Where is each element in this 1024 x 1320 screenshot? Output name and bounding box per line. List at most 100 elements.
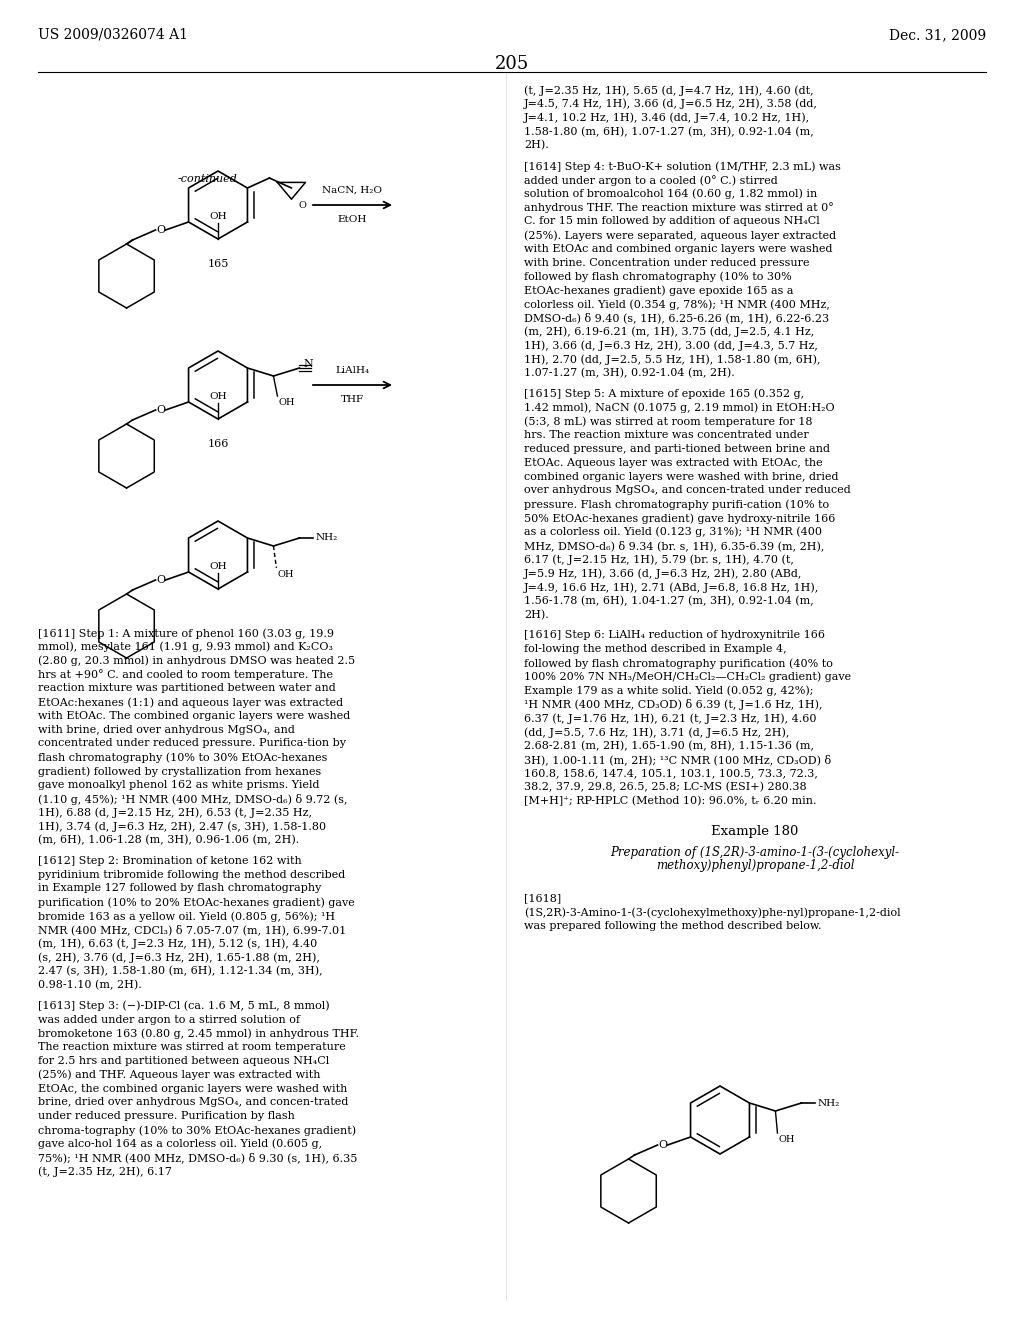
Text: combined organic layers were washed with brine, dried: combined organic layers were washed with… [524, 471, 839, 482]
Text: NH₂: NH₂ [315, 533, 338, 543]
Text: reduced pressure, and parti-tioned between brine and: reduced pressure, and parti-tioned betwe… [524, 444, 830, 454]
Text: 165: 165 [207, 259, 228, 269]
Text: O: O [298, 201, 306, 210]
Text: [M+H]⁺; RP-HPLC (Method 10): 96.0%, tᵣ 6.20 min.: [M+H]⁺; RP-HPLC (Method 10): 96.0%, tᵣ 6… [524, 796, 816, 807]
Text: [1614] Step 4: t-BuO-K+ solution (1M/THF, 2.3 mL) was: [1614] Step 4: t-BuO-K+ solution (1M/THF… [524, 161, 841, 172]
Text: over anhydrous MgSO₄, and concen-trated under reduced: over anhydrous MgSO₄, and concen-trated … [524, 486, 851, 495]
Text: OH: OH [209, 213, 226, 220]
Text: OH: OH [279, 399, 295, 407]
Text: pyridinium tribromide following the method described: pyridinium tribromide following the meth… [38, 870, 345, 879]
Text: 75%); ¹H NMR (400 MHz, DMSO-d₆) δ 9.30 (s, 1H), 6.35: 75%); ¹H NMR (400 MHz, DMSO-d₆) δ 9.30 (… [38, 1152, 357, 1163]
Text: 1.42 mmol), NaCN (0.1075 g, 2.19 mmol) in EtOH:H₂O: 1.42 mmol), NaCN (0.1075 g, 2.19 mmol) i… [524, 403, 835, 413]
Text: colorless oil. Yield (0.354 g, 78%); ¹H NMR (400 MHz,: colorless oil. Yield (0.354 g, 78%); ¹H … [524, 300, 829, 310]
Text: J=5.9 Hz, 1H), 3.66 (d, J=6.3 Hz, 2H), 2.80 (ABd,: J=5.9 Hz, 1H), 3.66 (d, J=6.3 Hz, 2H), 2… [524, 568, 803, 578]
Text: LiAlH₄: LiAlH₄ [336, 366, 370, 375]
Text: (25%). Layers were separated, aqueous layer extracted: (25%). Layers were separated, aqueous la… [524, 230, 837, 240]
Text: 1H), 3.74 (d, J=6.3 Hz, 2H), 2.47 (s, 3H), 1.58-1.80: 1H), 3.74 (d, J=6.3 Hz, 2H), 2.47 (s, 3H… [38, 821, 326, 832]
Text: with brine, dried over anhydrous MgSO₄, and: with brine, dried over anhydrous MgSO₄, … [38, 725, 295, 735]
Text: bromide 163 as a yellow oil. Yield (0.805 g, 56%); ¹H: bromide 163 as a yellow oil. Yield (0.80… [38, 911, 335, 921]
Text: gradient) followed by crystallization from hexanes: gradient) followed by crystallization fr… [38, 766, 322, 776]
Text: 2.47 (s, 3H), 1.58-1.80 (m, 6H), 1.12-1.34 (m, 3H),: 2.47 (s, 3H), 1.58-1.80 (m, 6H), 1.12-1.… [38, 966, 323, 977]
Text: THF: THF [341, 395, 365, 404]
Text: (1S,2R)-3-Amino-1-(3-(cyclohexylmethoxy)phe-nyl)propane-1,2-diol: (1S,2R)-3-Amino-1-(3-(cyclohexylmethoxy)… [524, 907, 901, 917]
Text: 1.07-1.27 (m, 3H), 0.92-1.04 (m, 2H).: 1.07-1.27 (m, 3H), 0.92-1.04 (m, 2H). [524, 368, 735, 379]
Text: concentrated under reduced pressure. Purifica-tion by: concentrated under reduced pressure. Pur… [38, 738, 346, 748]
Text: (t, J=2.35 Hz, 1H), 5.65 (d, J=4.7 Hz, 1H), 4.60 (dt,: (t, J=2.35 Hz, 1H), 5.65 (d, J=4.7 Hz, 1… [524, 84, 814, 95]
Text: (1.10 g, 45%); ¹H NMR (400 MHz, DMSO-d₆) δ 9.72 (s,: (1.10 g, 45%); ¹H NMR (400 MHz, DMSO-d₆)… [38, 793, 347, 805]
Text: 1H), 2.70 (dd, J=2.5, 5.5 Hz, 1H), 1.58-1.80 (m, 6H),: 1H), 2.70 (dd, J=2.5, 5.5 Hz, 1H), 1.58-… [524, 354, 820, 364]
Text: EtOAc:hexanes (1:1) and aqueous layer was extracted: EtOAc:hexanes (1:1) and aqueous layer wa… [38, 697, 343, 708]
Text: followed by flash chromatography (10% to 30%: followed by flash chromatography (10% to… [524, 272, 792, 282]
Text: (m, 1H), 6.63 (t, J=2.3 Hz, 1H), 5.12 (s, 1H), 4.40: (m, 1H), 6.63 (t, J=2.3 Hz, 1H), 5.12 (s… [38, 939, 317, 949]
Text: [1618]: [1618] [524, 894, 561, 903]
Text: ¹H NMR (400 MHz, CD₃OD) δ 6.39 (t, J=1.6 Hz, 1H),: ¹H NMR (400 MHz, CD₃OD) δ 6.39 (t, J=1.6… [524, 700, 822, 710]
Text: [1611] Step 1: A mixture of phenol 160 (3.03 g, 19.9: [1611] Step 1: A mixture of phenol 160 (… [38, 628, 334, 639]
Text: OH: OH [209, 392, 226, 401]
Text: solution of bromoalcohol 164 (0.60 g, 1.82 mmol) in: solution of bromoalcohol 164 (0.60 g, 1.… [524, 189, 817, 199]
Text: with EtOAc and combined organic layers were washed: with EtOAc and combined organic layers w… [524, 244, 833, 253]
Text: OH: OH [778, 1135, 795, 1144]
Text: 2H).: 2H). [524, 140, 549, 150]
Text: O: O [156, 405, 165, 414]
Text: with EtOAc. The combined organic layers were washed: with EtOAc. The combined organic layers … [38, 710, 350, 721]
Text: O: O [156, 576, 165, 585]
Text: J=4.1, 10.2 Hz, 1H), 3.46 (dd, J=7.4, 10.2 Hz, 1H),: J=4.1, 10.2 Hz, 1H), 3.46 (dd, J=7.4, 10… [524, 112, 810, 123]
Text: anhydrous THF. The reaction mixture was stirred at 0°: anhydrous THF. The reaction mixture was … [524, 202, 834, 214]
Text: fol-lowing the method described in Example 4,: fol-lowing the method described in Examp… [524, 644, 786, 655]
Text: Example 179 as a white solid. Yield (0.052 g, 42%);: Example 179 as a white solid. Yield (0.0… [524, 685, 813, 696]
Text: MHz, DMSO-d₆) δ 9.34 (br. s, 1H), 6.35-6.39 (m, 2H),: MHz, DMSO-d₆) δ 9.34 (br. s, 1H), 6.35-6… [524, 541, 824, 552]
Text: US 2009/0326074 A1: US 2009/0326074 A1 [38, 28, 188, 42]
Text: [1613] Step 3: (−)-DIP-Cl (ca. 1.6 M, 5 mL, 8 mmol): [1613] Step 3: (−)-DIP-Cl (ca. 1.6 M, 5 … [38, 1001, 330, 1011]
Text: 3H), 1.00-1.11 (m, 2H); ¹³C NMR (100 MHz, CD₃OD) δ: 3H), 1.00-1.11 (m, 2H); ¹³C NMR (100 MHz… [524, 755, 831, 766]
Text: NMR (400 MHz, CDCl₃) δ 7.05-7.07 (m, 1H), 6.99-7.01: NMR (400 MHz, CDCl₃) δ 7.05-7.07 (m, 1H)… [38, 925, 346, 936]
Text: 1.58-1.80 (m, 6H), 1.07-1.27 (m, 3H), 0.92-1.04 (m,: 1.58-1.80 (m, 6H), 1.07-1.27 (m, 3H), 0.… [524, 127, 814, 137]
Text: chroma-tography (10% to 30% EtOAc-hexanes gradient): chroma-tography (10% to 30% EtOAc-hexane… [38, 1125, 356, 1135]
Text: NaCN, H₂O: NaCN, H₂O [323, 186, 383, 195]
Text: C. for 15 min followed by addition of aqueous NH₄Cl: C. for 15 min followed by addition of aq… [524, 216, 820, 226]
Text: brine, dried over anhydrous MgSO₄, and concen-trated: brine, dried over anhydrous MgSO₄, and c… [38, 1097, 348, 1107]
Text: was prepared following the method described below.: was prepared following the method descri… [524, 921, 821, 931]
Text: EtOAc, the combined organic layers were washed with: EtOAc, the combined organic layers were … [38, 1084, 347, 1093]
Text: OH: OH [209, 562, 226, 572]
Text: in Example 127 followed by flash chromatography: in Example 127 followed by flash chromat… [38, 883, 322, 894]
Text: with brine. Concentration under reduced pressure: with brine. Concentration under reduced … [524, 257, 810, 268]
Text: 1H), 3.66 (d, J=6.3 Hz, 2H), 3.00 (dd, J=4.3, 5.7 Hz,: 1H), 3.66 (d, J=6.3 Hz, 2H), 3.00 (dd, J… [524, 341, 818, 351]
Text: (2.80 g, 20.3 mmol) in anhydrous DMSO was heated 2.5: (2.80 g, 20.3 mmol) in anhydrous DMSO wa… [38, 656, 355, 667]
Text: (m, 2H), 6.19-6.21 (m, 1H), 3.75 (dd, J=2.5, 4.1 Hz,: (m, 2H), 6.19-6.21 (m, 1H), 3.75 (dd, J=… [524, 326, 814, 337]
Text: followed by flash chromatography purification (40% to: followed by flash chromatography purific… [524, 657, 833, 668]
Text: N: N [303, 359, 313, 370]
Text: 0.98-1.10 (m, 2H).: 0.98-1.10 (m, 2H). [38, 979, 141, 990]
Text: 6.37 (t, J=1.76 Hz, 1H), 6.21 (t, J=2.3 Hz, 1H), 4.60: 6.37 (t, J=1.76 Hz, 1H), 6.21 (t, J=2.3 … [524, 713, 816, 723]
Text: DMSO-d₆) δ 9.40 (s, 1H), 6.25-6.26 (m, 1H), 6.22-6.23: DMSO-d₆) δ 9.40 (s, 1H), 6.25-6.26 (m, 1… [524, 313, 829, 323]
Text: (s, 2H), 3.76 (d, J=6.3 Hz, 2H), 1.65-1.88 (m, 2H),: (s, 2H), 3.76 (d, J=6.3 Hz, 2H), 1.65-1.… [38, 953, 319, 964]
Text: under reduced pressure. Purification by flash: under reduced pressure. Purification by … [38, 1111, 295, 1121]
Text: EtOAc. Aqueous layer was extracted with EtOAc, the: EtOAc. Aqueous layer was extracted with … [524, 458, 822, 467]
Text: O: O [156, 224, 165, 235]
Text: NH₂: NH₂ [817, 1098, 840, 1107]
Text: as a colorless oil. Yield (0.123 g, 31%); ¹H NMR (400: as a colorless oil. Yield (0.123 g, 31%)… [524, 527, 822, 537]
Text: J=4.9, 16.6 Hz, 1H), 2.71 (ABd, J=6.8, 16.8 Hz, 1H),: J=4.9, 16.6 Hz, 1H), 2.71 (ABd, J=6.8, 1… [524, 582, 819, 593]
Text: O: O [658, 1140, 667, 1150]
Text: 2.68-2.81 (m, 2H), 1.65-1.90 (m, 8H), 1.15-1.36 (m,: 2.68-2.81 (m, 2H), 1.65-1.90 (m, 8H), 1.… [524, 741, 814, 751]
Text: (25%) and THF. Aqueous layer was extracted with: (25%) and THF. Aqueous layer was extract… [38, 1069, 321, 1080]
Text: for 2.5 hrs and partitioned between aqueous NH₄Cl: for 2.5 hrs and partitioned between aque… [38, 1056, 330, 1067]
Text: hrs. The reaction mixture was concentrated under: hrs. The reaction mixture was concentrat… [524, 430, 809, 440]
Text: Dec. 31, 2009: Dec. 31, 2009 [889, 28, 986, 42]
Text: gave monoalkyl phenol 162 as white prisms. Yield: gave monoalkyl phenol 162 as white prism… [38, 780, 319, 789]
Text: (dd, J=5.5, 7.6 Hz, 1H), 3.71 (d, J=6.5 Hz, 2H),: (dd, J=5.5, 7.6 Hz, 1H), 3.71 (d, J=6.5 … [524, 727, 790, 738]
Text: 6.17 (t, J=2.15 Hz, 1H), 5.79 (br. s, 1H), 4.70 (t,: 6.17 (t, J=2.15 Hz, 1H), 5.79 (br. s, 1H… [524, 554, 794, 565]
Text: Example 180: Example 180 [712, 825, 799, 838]
Text: 2H).: 2H). [524, 610, 549, 620]
Text: 1H), 6.88 (d, J=2.15 Hz, 2H), 6.53 (t, J=2.35 Hz,: 1H), 6.88 (d, J=2.15 Hz, 2H), 6.53 (t, J… [38, 808, 312, 818]
Text: EtOH: EtOH [338, 215, 368, 224]
Text: purification (10% to 20% EtOAc-hexanes gradient) gave: purification (10% to 20% EtOAc-hexanes g… [38, 898, 354, 908]
Text: The reaction mixture was stirred at room temperature: The reaction mixture was stirred at room… [38, 1043, 346, 1052]
Text: (m, 6H), 1.06-1.28 (m, 3H), 0.96-1.06 (m, 2H).: (m, 6H), 1.06-1.28 (m, 3H), 0.96-1.06 (m… [38, 836, 299, 845]
Text: [1615] Step 5: A mixture of epoxide 165 (0.352 g,: [1615] Step 5: A mixture of epoxide 165 … [524, 389, 804, 400]
Text: hrs at +90° C. and cooled to room temperature. The: hrs at +90° C. and cooled to room temper… [38, 669, 333, 680]
Text: reaction mixture was partitioned between water and: reaction mixture was partitioned between… [38, 684, 336, 693]
Text: [1616] Step 6: LiAlH₄ reduction of hydroxynitrile 166: [1616] Step 6: LiAlH₄ reduction of hydro… [524, 631, 825, 640]
Text: 166: 166 [207, 440, 228, 449]
Text: OH: OH [278, 570, 294, 579]
Text: 100% 20% 7N NH₃/MeOH/CH₂Cl₂—CH₂Cl₂ gradient) gave: 100% 20% 7N NH₃/MeOH/CH₂Cl₂—CH₂Cl₂ gradi… [524, 672, 851, 682]
